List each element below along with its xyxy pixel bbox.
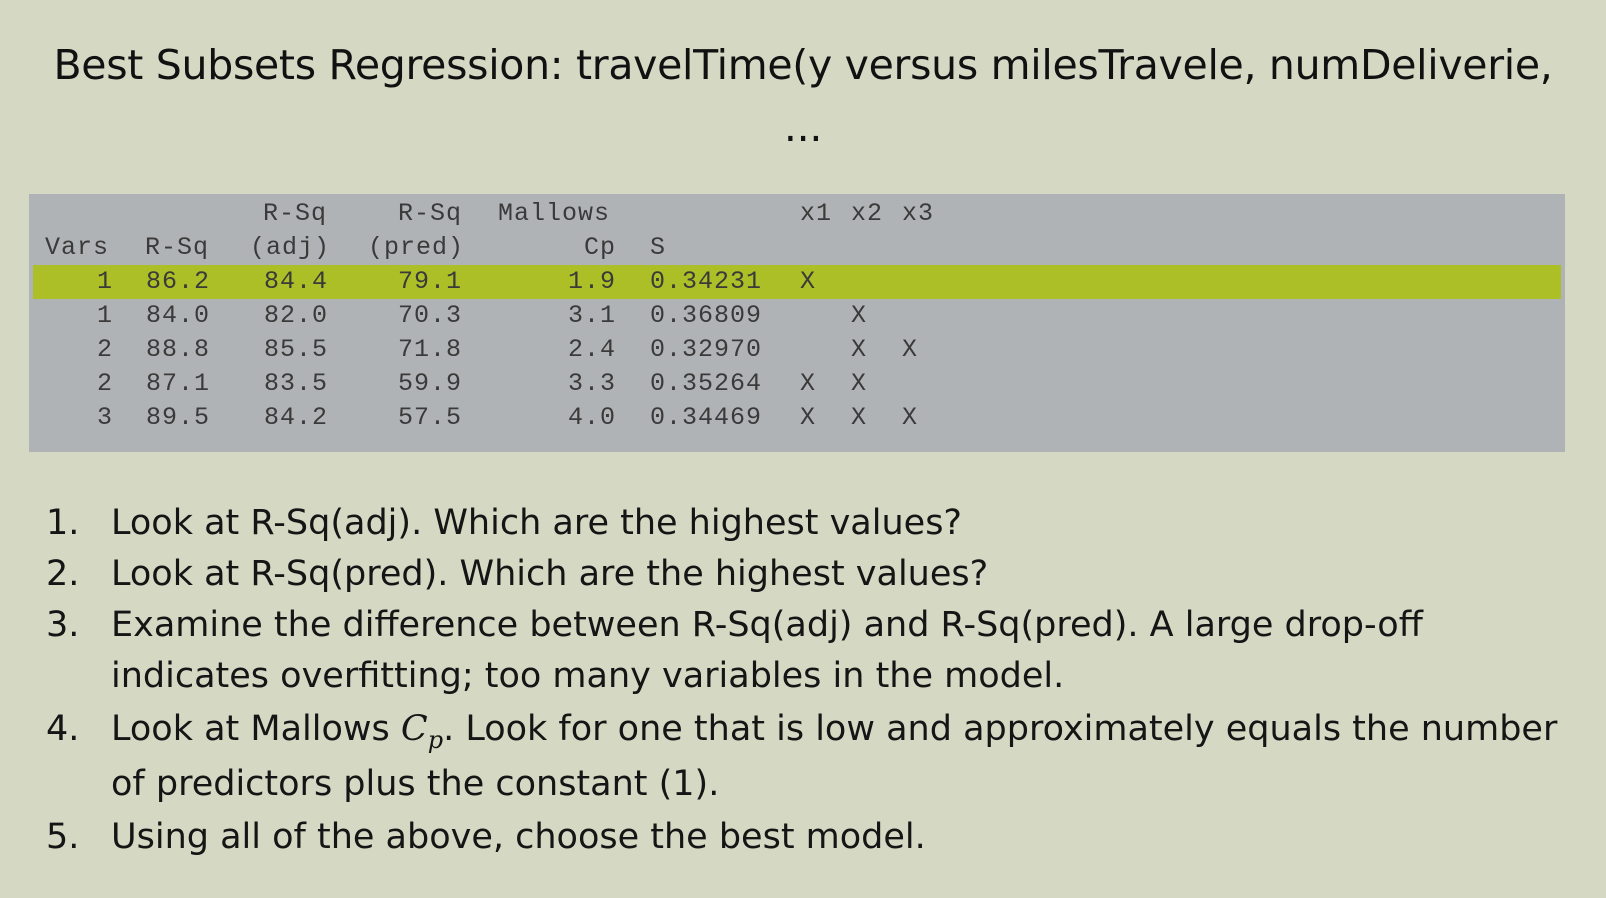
cell-vars: 3 [96, 403, 113, 432]
header-rsq: R-Sq [145, 233, 210, 262]
step-number: 4. [46, 709, 80, 749]
step-number: 3. [46, 605, 80, 645]
header-rsq-pred-top: R-Sq [398, 199, 463, 228]
math-base: C [400, 709, 428, 749]
header-rsq-pred-bottom: (pred) [368, 233, 465, 262]
step-number: 1. [46, 503, 80, 543]
table-row-highlighted: 1 86.2 84.4 79.1 1.9 0.34231 X [33, 265, 1561, 299]
cell-s: 0.36809 [650, 301, 763, 330]
cell-rsq-adj: 83.5 [264, 369, 329, 398]
regression-output-table: R-Sq R-Sq Mallows x1 x2 x3 Vars R-Sq (ad… [29, 194, 1565, 452]
header-mallows: Mallows [498, 199, 611, 228]
table-row: 2 87.1 83.5 59.9 3.3 0.35264 X X [29, 367, 1565, 401]
cell-x2: X [851, 301, 868, 330]
cell-rsq-pred: 70.3 [398, 301, 463, 330]
cell-x1: X [800, 403, 817, 432]
cell-vars: 2 [96, 369, 113, 398]
list-item: 3. Examine the difference between R-Sq(a… [46, 600, 1566, 702]
list-item: 5. Using all of the above, choose the be… [46, 812, 1566, 863]
cell-x3: X [902, 335, 919, 364]
cell-x1: X [800, 369, 817, 398]
header-s: S [650, 233, 667, 262]
list-item: 2. Look at R-Sq(pred). Which are the hig… [46, 549, 1566, 600]
header-x2: x2 [851, 199, 884, 228]
cell-rsq-pred: 71.8 [398, 335, 463, 364]
cell-rsq-adj: 84.4 [264, 267, 329, 296]
cell-x1: X [800, 267, 817, 296]
slide-title-line2: ... [783, 103, 823, 151]
mallows-cp-symbol: Cp [400, 709, 443, 752]
cell-vars: 1 [96, 267, 113, 296]
table-header-row-2: Vars R-Sq (adj) (pred) Cp S [29, 231, 1565, 265]
cell-rsq-pred: 59.9 [398, 369, 463, 398]
header-x3: x3 [902, 199, 935, 228]
step-number: 5. [46, 817, 80, 857]
instruction-list: 1. Look at R-Sq(adj). Which are the high… [46, 498, 1566, 863]
cell-cp: 1.9 [567, 267, 616, 296]
cell-rsq: 86.2 [146, 267, 211, 296]
cell-x2: X [851, 403, 868, 432]
cell-s: 0.34231 [650, 267, 763, 296]
header-rsq-adj-bottom: (adj) [250, 233, 331, 262]
step-text: Examine the difference between R-Sq(adj)… [111, 605, 1423, 696]
header-x1: x1 [800, 199, 833, 228]
step-number: 2. [46, 554, 80, 594]
cell-cp: 3.1 [567, 301, 616, 330]
cell-rsq-pred: 79.1 [398, 267, 463, 296]
step-text-before: Look at Mallows [111, 709, 401, 749]
step-text: Look at R-Sq(pred). Which are the highes… [111, 554, 989, 594]
header-rsq-adj-top: R-Sq [263, 199, 328, 228]
cell-x2: X [851, 369, 868, 398]
cell-s: 0.32970 [650, 335, 763, 364]
step-text: Look at R-Sq(adj). Which are the highest… [111, 503, 963, 543]
cell-s: 0.35264 [650, 369, 763, 398]
table-row: 1 84.0 82.0 70.3 3.1 0.36809 X [29, 299, 1565, 333]
cell-vars: 2 [96, 335, 113, 364]
step-text: Using all of the above, choose the best … [111, 817, 926, 857]
cell-rsq: 89.5 [146, 403, 211, 432]
header-vars: Vars [45, 233, 110, 262]
step-text-after: . Look for one that is low and approxima… [111, 709, 1558, 804]
table-row: 2 88.8 85.5 71.8 2.4 0.32970 X X [29, 333, 1565, 367]
table-header-row-1: R-Sq R-Sq Mallows x1 x2 x3 [29, 197, 1565, 231]
list-item: 1. Look at R-Sq(adj). Which are the high… [46, 498, 1566, 549]
cell-rsq-adj: 82.0 [264, 301, 329, 330]
cell-rsq-adj: 84.2 [264, 403, 329, 432]
table-row: 3 89.5 84.2 57.5 4.0 0.34469 X X X [29, 401, 1565, 435]
cell-vars: 1 [96, 301, 113, 330]
list-item: 4. Look at Mallows Cp. Look for one that… [46, 702, 1566, 812]
cell-x3: X [902, 403, 919, 432]
slide-title: Best Subsets Regression: travelTime(y ve… [0, 34, 1606, 158]
cell-rsq-adj: 85.5 [264, 335, 329, 364]
cell-cp: 3.3 [567, 369, 616, 398]
cell-x2: X [851, 335, 868, 364]
cell-rsq: 84.0 [146, 301, 211, 330]
header-cp: Cp [583, 233, 616, 262]
cell-rsq: 87.1 [146, 369, 211, 398]
slide-title-line1: Best Subsets Regression: travelTime(y ve… [53, 41, 1553, 89]
math-subscript: p [427, 726, 444, 754]
cell-rsq-pred: 57.5 [398, 403, 463, 432]
cell-cp: 4.0 [567, 403, 616, 432]
cell-cp: 2.4 [567, 335, 616, 364]
cell-s: 0.34469 [650, 403, 763, 432]
cell-rsq: 88.8 [146, 335, 211, 364]
